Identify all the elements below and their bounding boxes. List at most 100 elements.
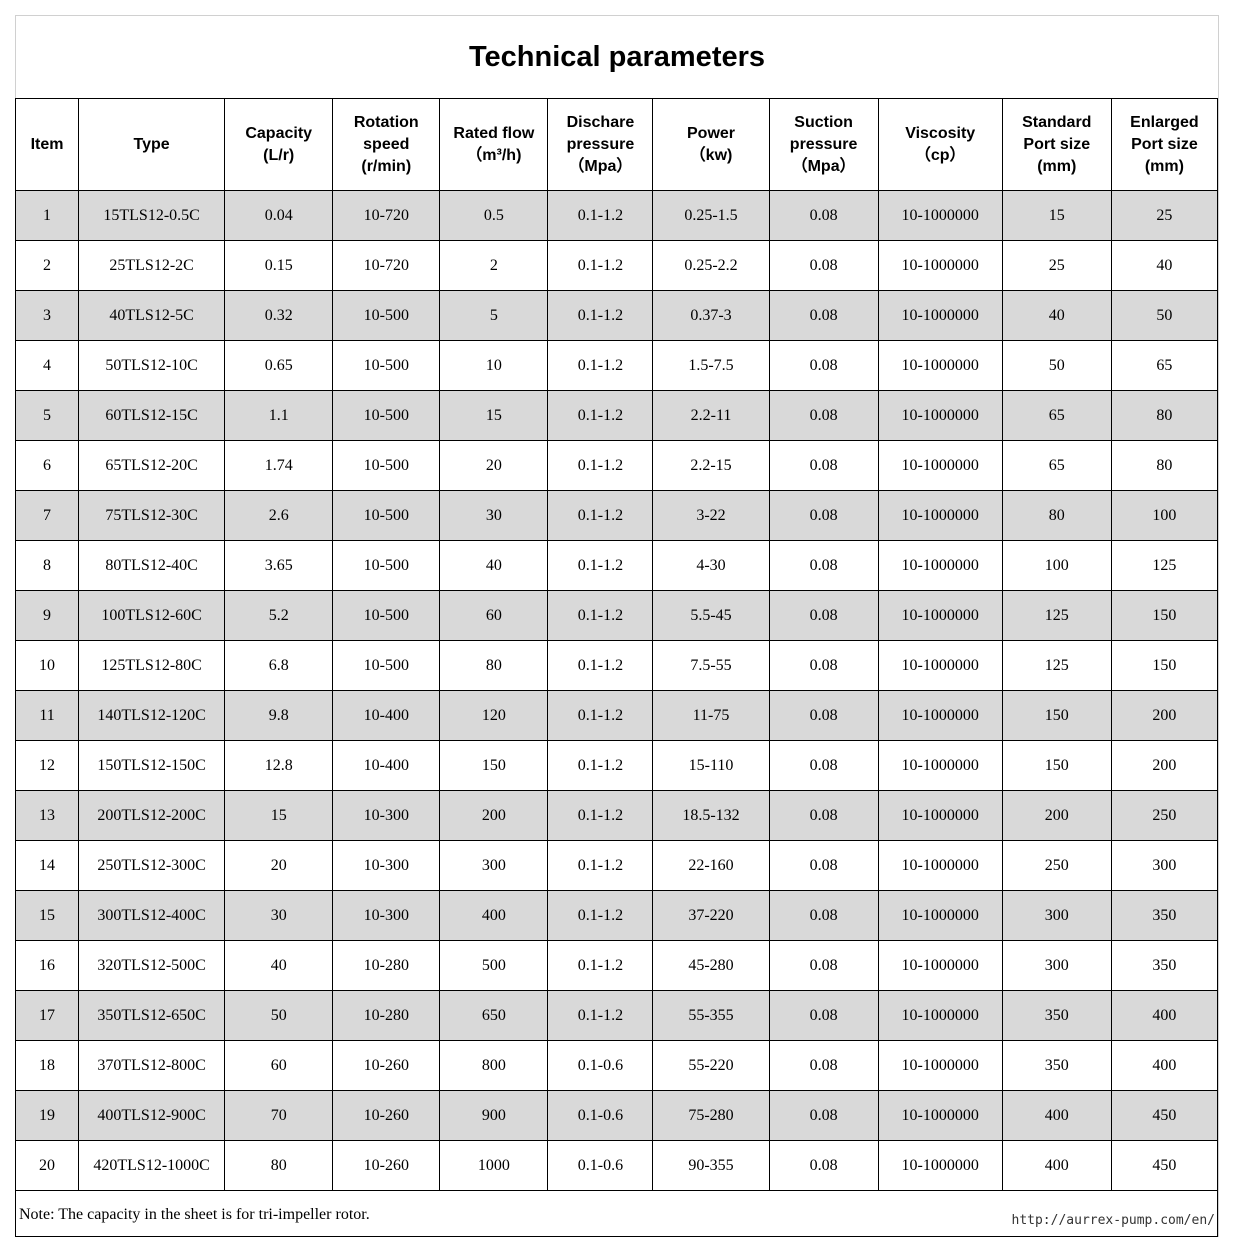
column-header-line: Item (30, 135, 64, 153)
table-cell: 50 (1110, 290, 1219, 341)
table-cell: 10-1000000 (877, 390, 1003, 441)
table-cell: 20 (14, 1140, 80, 1191)
column-header: Power （kw) (652, 98, 770, 191)
table-cell: 12.8 (224, 740, 334, 791)
table-cell: 4 (14, 340, 80, 391)
column-header-line: (mm) (1037, 157, 1077, 175)
table-row: 9 100TLS12-60C 5.2 10-500 60 0.1-1.2 5.5-45 0.0… (14, 590, 1219, 641)
table-cell: 10-1000000 (877, 740, 1003, 791)
table-cell: 15 (439, 390, 549, 441)
table-cell: 0.08 (768, 890, 879, 941)
table-cell: 0.1-1.2 (547, 890, 654, 941)
table-cell: 0.1-1.2 (547, 840, 654, 891)
table-cell: 10-720 (332, 240, 441, 291)
table-cell: 30 (224, 890, 334, 941)
watermark: http://aurrex-pump.com/en/ (1011, 1213, 1216, 1228)
table-cell: 5 (439, 290, 549, 341)
table-cell: 200TLS12-200C (78, 790, 226, 841)
column-header-line: （kw) (689, 146, 733, 164)
table-cell: 2.2-11 (652, 390, 770, 441)
table-cell: 60TLS12-15C (78, 390, 226, 441)
table-cell: 16 (14, 940, 80, 991)
table-row: 16 320TLS12-500C 40 10-280 500 0.1-1.2 45-280 0… (14, 940, 1219, 991)
table-cell: 1 (14, 190, 80, 241)
table-row: 2 25TLS12-2C 0.15 10-720 2 0.1-1.2 0.25-2.2 0.0… (14, 240, 1219, 291)
column-header: Enlarged Port size (mm) (1110, 98, 1219, 191)
table-cell: 120 (439, 690, 549, 741)
table-cell: 10-500 (332, 640, 441, 691)
table-cell: 45-280 (652, 940, 770, 991)
table-cell: 18.5-132 (652, 790, 770, 841)
note-row: Note: The capacity in the sheet is for t… (15, 1191, 1218, 1237)
table-cell: 90-355 (652, 1140, 770, 1191)
table-cell: 15-110 (652, 740, 770, 791)
table-cell: 15 (1001, 190, 1112, 241)
table-cell: 25 (1001, 240, 1112, 291)
table-cell: 3 (14, 290, 80, 341)
table-cell: 10-500 (332, 440, 441, 491)
table-cell: 7 (14, 490, 80, 541)
table-cell: 10-1000000 (877, 490, 1003, 541)
table-cell: 0.1-1.2 (547, 940, 654, 991)
table-cell: 0.1-1.2 (547, 740, 654, 791)
column-header-line: （m³/h) (466, 146, 522, 164)
table-cell: 0.1-0.6 (547, 1090, 654, 1141)
column-header-line: Type (133, 135, 170, 153)
table-row: 8 80TLS12-40C 3.65 10-500 40 0.1-1.2 4-30 0.08 1… (14, 540, 1219, 591)
table-cell: 10-300 (332, 790, 441, 841)
note-text: Note: The capacity in the sheet is for t… (19, 1206, 370, 1223)
table-cell: 30 (439, 490, 549, 541)
table-row: 7 75TLS12-30C 2.6 10-500 30 0.1-1.2 3-22 0.08 10… (14, 490, 1219, 541)
table-cell: 10-260 (332, 1140, 441, 1191)
table-cell: 1000 (439, 1140, 549, 1191)
column-header-line: Rated flow (453, 124, 535, 142)
table-cell: 18 (14, 1040, 80, 1091)
table-cell: 125 (1110, 540, 1219, 591)
table-cell: 9 (14, 590, 80, 641)
table-cell: 9.8 (224, 690, 334, 741)
table-cell: 13 (14, 790, 80, 841)
table-cell: 150 (1110, 590, 1219, 641)
table-cell: 40TLS12-5C (78, 290, 226, 341)
table-cell: 8 (14, 540, 80, 591)
table-cell: 6.8 (224, 640, 334, 691)
table-cell: 500 (439, 940, 549, 991)
table-cell: 0.1-1.2 (547, 640, 654, 691)
table-cell: 10-500 (332, 540, 441, 591)
table-cell: 10-1000000 (877, 990, 1003, 1041)
table-cell: 0.1-1.2 (547, 590, 654, 641)
table-cell: 40 (439, 540, 549, 591)
table-cell: 400 (1110, 1040, 1219, 1091)
table-cell: 6 (14, 440, 80, 491)
table-cell: 0.1-1.2 (547, 540, 654, 591)
table-cell: 300 (1001, 890, 1112, 941)
table-cell: 0.1-0.6 (547, 1040, 654, 1091)
table-row: 19 400TLS12-900C 70 10-260 900 0.1-0.6 75-280 0… (14, 1090, 1219, 1141)
column-header-line: (L/r) (263, 146, 295, 164)
column-header-line: Viscosity (905, 124, 976, 142)
table-cell: 80TLS12-40C (78, 540, 226, 591)
table-cell: 40 (1110, 240, 1219, 291)
column-header: Viscosity （cp） (877, 98, 1003, 191)
table-row: 1 15TLS12-0.5C 0.04 10-720 0.5 0.1-1.2 0.25-1.… (14, 190, 1219, 241)
table-cell: 150 (1001, 740, 1112, 791)
table-body: 1 15TLS12-0.5C 0.04 10-720 0.5 0.1-1.2 0.25-1.… (14, 190, 1219, 1191)
table-cell: 125 (1001, 590, 1112, 641)
parameters-table: Item Type Capacity (L/r) Rotation speed (r/min… (14, 98, 1219, 1191)
column-header-line: （cp） (914, 146, 966, 164)
table-cell: 80 (224, 1140, 334, 1191)
table-cell: 15 (14, 890, 80, 941)
table-cell: 350 (1110, 890, 1219, 941)
table-cell: 250 (1001, 840, 1112, 891)
table-cell: 40 (1001, 290, 1112, 341)
table-cell: 300TLS12-400C (78, 890, 226, 941)
table-cell: 10-280 (332, 940, 441, 991)
table-cell: 0.08 (768, 840, 879, 891)
table-cell: 10-1000000 (877, 590, 1003, 641)
table-cell: 650 (439, 990, 549, 1041)
table-cell: 19 (14, 1090, 80, 1141)
table-cell: 0.08 (768, 790, 879, 841)
column-header-line: (mm) (1144, 157, 1184, 175)
table-cell: 10-1000000 (877, 640, 1003, 691)
column-header-line: (r/min) (361, 157, 412, 175)
